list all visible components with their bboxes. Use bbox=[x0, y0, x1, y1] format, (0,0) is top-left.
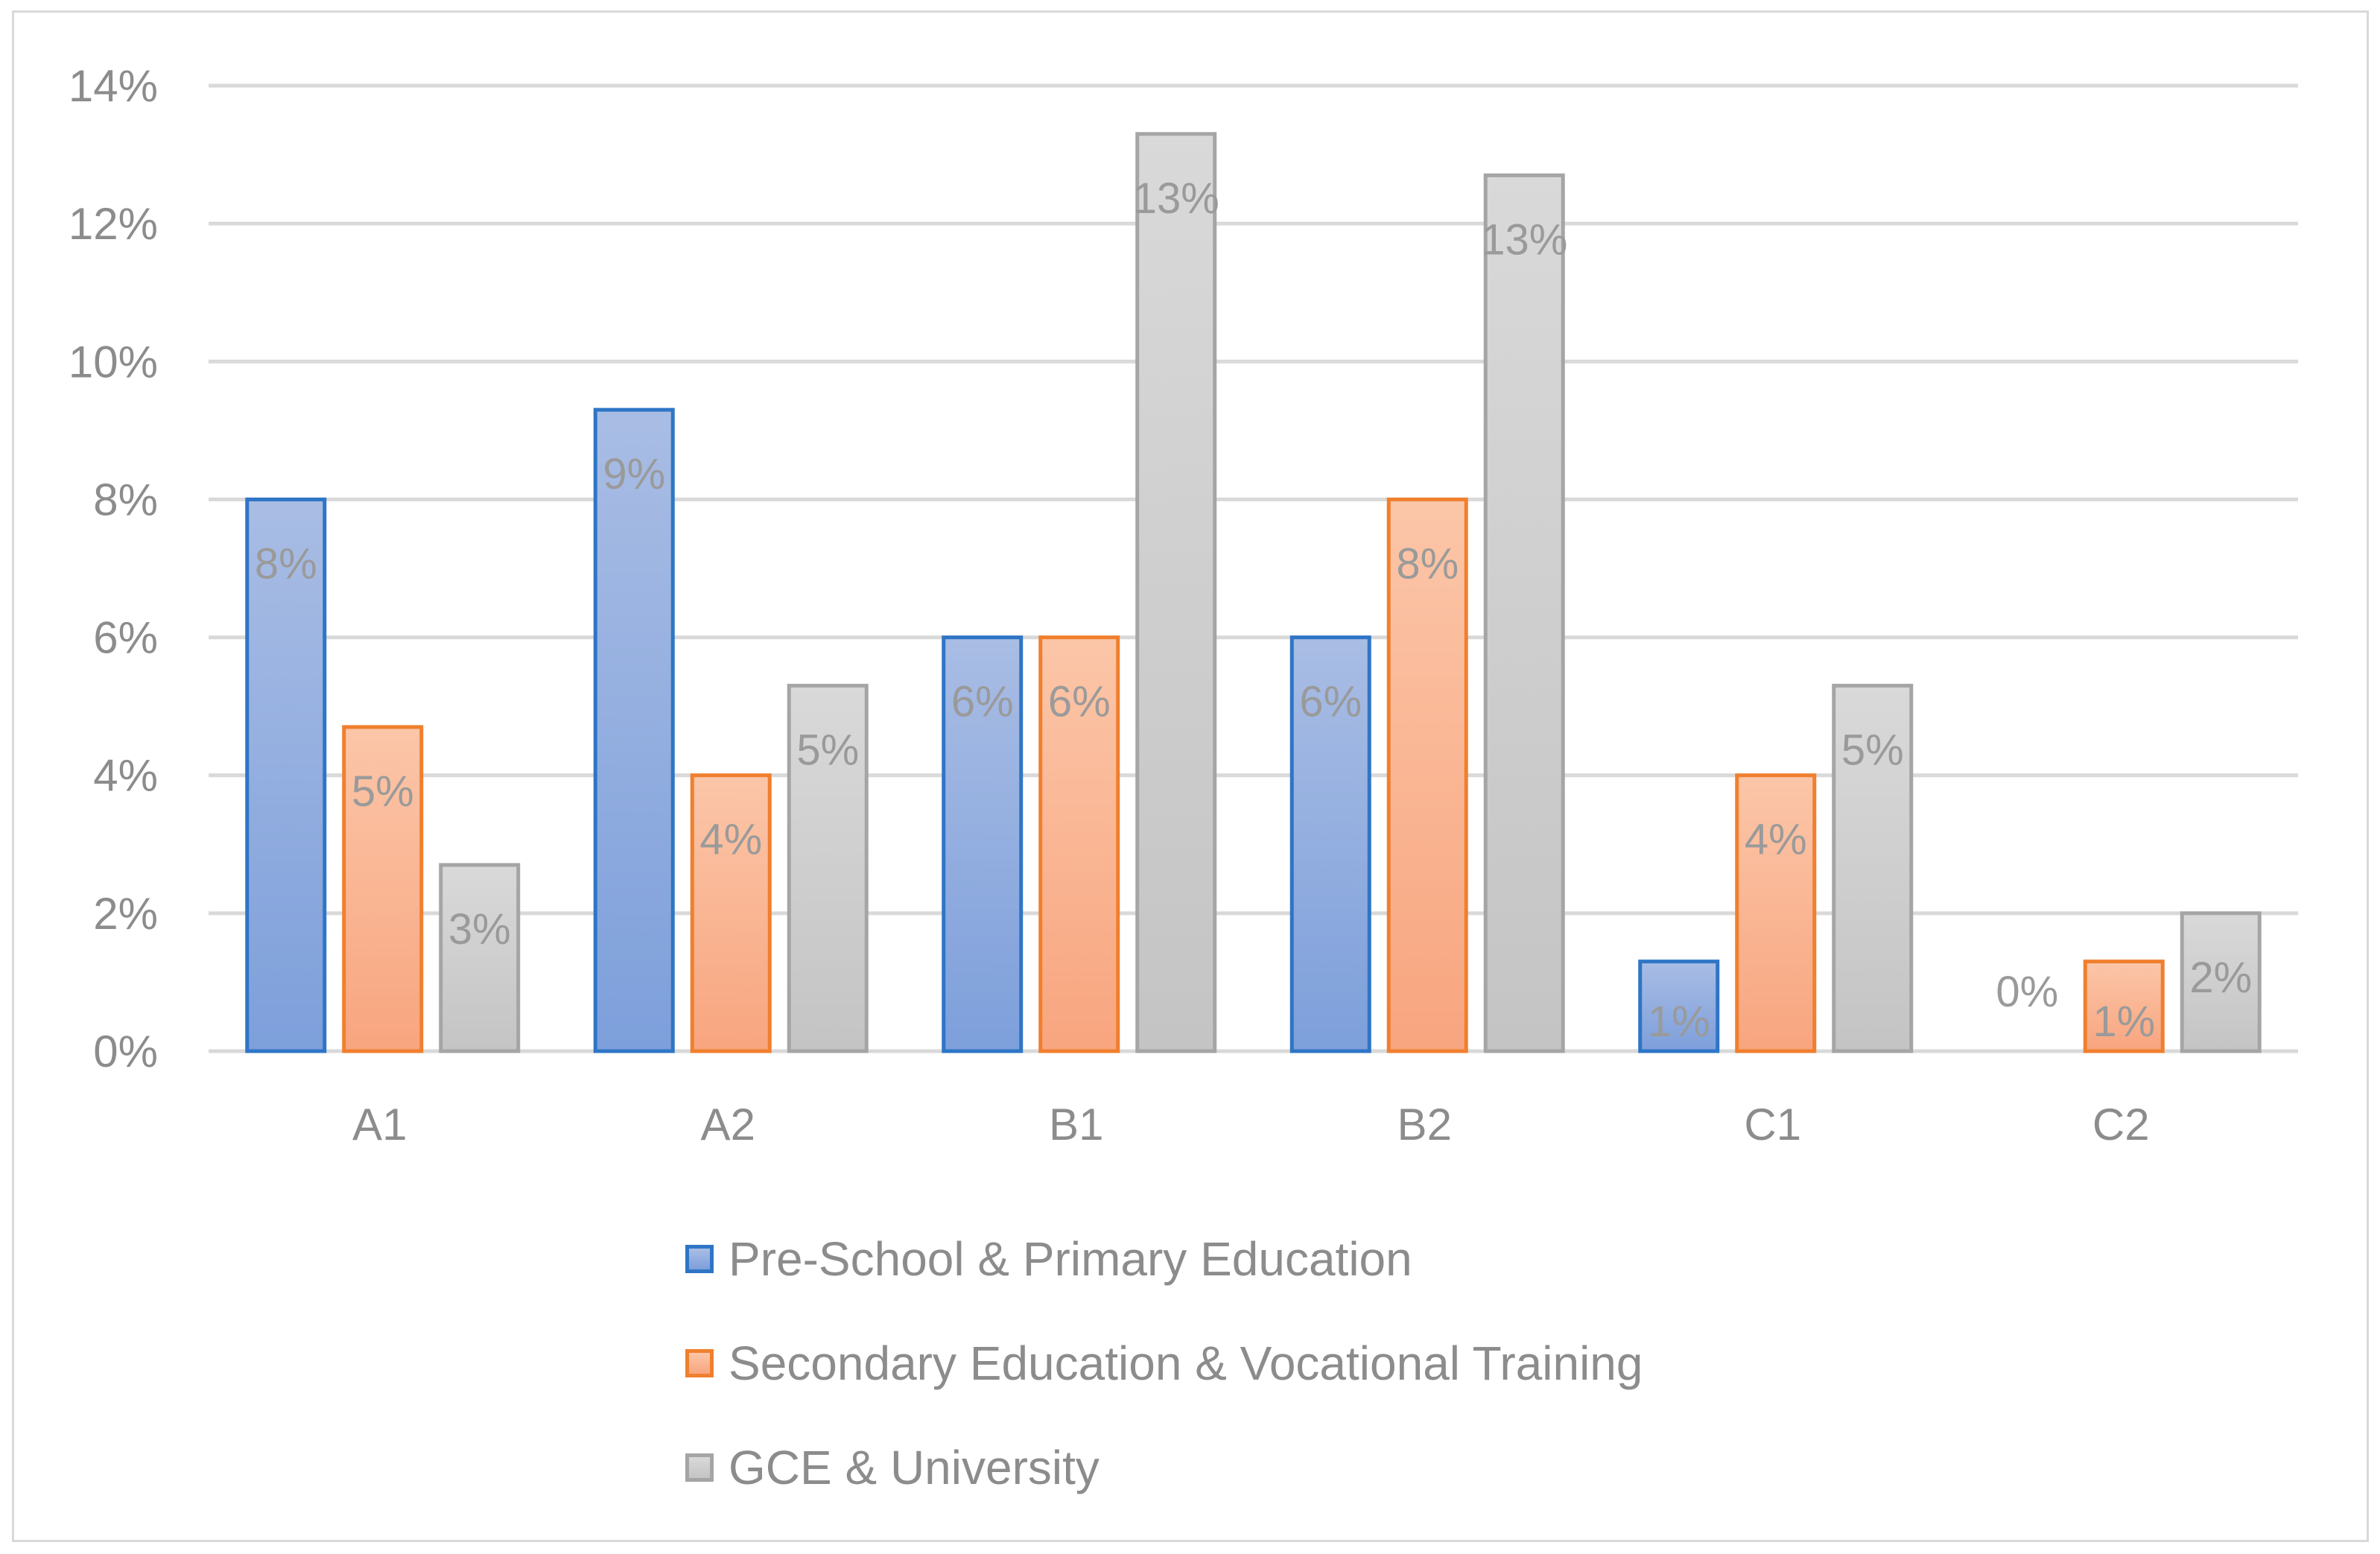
bar-a1-series-2[interactable] bbox=[439, 863, 521, 1053]
bar-a1-series-1[interactable] bbox=[342, 725, 424, 1053]
y-tick-label: 14% bbox=[69, 61, 158, 111]
data-label-a1-series-1: 5% bbox=[352, 767, 414, 816]
bar-b1-series-1[interactable] bbox=[1038, 635, 1120, 1053]
y-tick-label: 0% bbox=[93, 1027, 158, 1076]
x-category-label: C1 bbox=[1744, 1100, 1801, 1149]
bar-a2-series-2[interactable] bbox=[787, 683, 869, 1053]
data-label-c1-series-2: 5% bbox=[1841, 726, 1904, 774]
data-label-a1-series-2: 3% bbox=[448, 905, 511, 954]
data-label-a2-series-0: 9% bbox=[603, 450, 665, 498]
data-label-b1-series-1: 6% bbox=[1048, 678, 1111, 726]
data-label-b2-series-2: 13% bbox=[1481, 215, 1567, 264]
legend-label-gce-university: GCE & University bbox=[729, 1441, 1099, 1494]
bar-b2-series-2[interactable] bbox=[1483, 173, 1565, 1053]
bar-a2-series-0[interactable] bbox=[593, 407, 675, 1053]
data-label-b2-series-1: 8% bbox=[1396, 539, 1459, 588]
y-tick-label: 4% bbox=[93, 751, 158, 801]
data-label-c2-series-2: 2% bbox=[2189, 954, 2252, 1002]
bar-a1-series-0[interactable] bbox=[245, 497, 327, 1053]
data-label-c2-series-1: 1% bbox=[2092, 998, 2155, 1046]
bar-b2-series-0[interactable] bbox=[1289, 635, 1371, 1053]
gridlines bbox=[209, 83, 2298, 1053]
legend: Pre-School & Primary Education Secondary… bbox=[685, 1207, 1643, 1520]
y-tick-label: 12% bbox=[69, 199, 158, 249]
y-tick-label: 8% bbox=[93, 475, 158, 524]
bar-b1-series-2[interactable] bbox=[1135, 132, 1217, 1053]
data-label-b1-series-0: 6% bbox=[951, 678, 1014, 726]
data-label-a2-series-2: 5% bbox=[796, 726, 859, 774]
x-category-label: A2 bbox=[701, 1100, 755, 1149]
bar-c1-series-0[interactable] bbox=[1638, 960, 1720, 1053]
legend-item-preschool-primary[interactable]: Pre-School & Primary Education bbox=[685, 1207, 1643, 1311]
data-labels: 8% 5% 3% 9% 4% 5% 6% 6% 13% 6% 8% 13% 1% 4% 5% 0% 1% 2% bbox=[255, 174, 2252, 1046]
bar-a2-series-1[interactable] bbox=[690, 773, 772, 1053]
bar-c2-series-1[interactable] bbox=[2083, 960, 2165, 1053]
legend-swatch-secondary-vocational bbox=[685, 1349, 714, 1377]
legend-label-preschool-primary: Pre-School & Primary Education bbox=[729, 1232, 1412, 1286]
x-category-label: A1 bbox=[352, 1100, 407, 1149]
legend-label-secondary-vocational: Secondary Education & Vocational Trainin… bbox=[729, 1336, 1643, 1390]
data-label-c1-series-0: 1% bbox=[1648, 998, 1710, 1046]
legend-swatch-gce-university bbox=[685, 1453, 714, 1482]
data-label-a2-series-1: 4% bbox=[699, 816, 762, 864]
legend-item-secondary-vocational[interactable]: Secondary Education & Vocational Trainin… bbox=[685, 1311, 1643, 1415]
y-axis-ticks: 0% 2% 4% 6% 8% 10% 12% 14% bbox=[69, 61, 158, 1076]
y-tick-label: 6% bbox=[93, 613, 158, 663]
y-tick-label: 10% bbox=[69, 337, 158, 387]
legend-item-gce-university[interactable]: GCE & University bbox=[685, 1415, 1643, 1520]
data-label-b2-series-0: 6% bbox=[1299, 678, 1362, 726]
data-label-c1-series-1: 4% bbox=[1745, 816, 1807, 864]
data-label-c2-series-0: 0% bbox=[1996, 968, 2058, 1016]
legend-swatch-preschool-primary bbox=[685, 1245, 714, 1273]
x-category-label: C2 bbox=[2092, 1100, 2150, 1149]
bar-c1-series-2[interactable] bbox=[1832, 683, 1914, 1053]
bar-c1-series-1[interactable] bbox=[1735, 773, 1817, 1053]
data-label-a1-series-0: 8% bbox=[255, 539, 317, 588]
x-category-label: B2 bbox=[1397, 1100, 1452, 1149]
x-category-label: B1 bbox=[1049, 1100, 1103, 1149]
bars bbox=[245, 132, 2262, 1053]
bar-c2-series-2[interactable] bbox=[2180, 911, 2262, 1053]
data-label-b1-series-2: 13% bbox=[1133, 174, 1219, 223]
bar-b1-series-0[interactable] bbox=[942, 635, 1024, 1053]
bar-b2-series-1[interactable] bbox=[1386, 497, 1468, 1053]
x-axis-categories: A1 A2 B1 B2 C1 C2 bbox=[352, 1100, 2150, 1149]
y-tick-label: 2% bbox=[93, 889, 158, 939]
